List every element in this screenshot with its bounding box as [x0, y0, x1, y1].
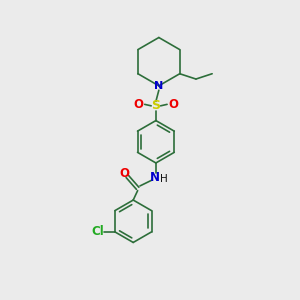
- Text: H: H: [160, 174, 168, 184]
- Text: N: N: [149, 171, 159, 184]
- Text: O: O: [120, 167, 130, 180]
- Text: Cl: Cl: [92, 225, 104, 239]
- Text: S: S: [152, 99, 160, 112]
- Text: N: N: [154, 81, 164, 91]
- Text: O: O: [169, 98, 178, 111]
- Text: O: O: [133, 98, 143, 111]
